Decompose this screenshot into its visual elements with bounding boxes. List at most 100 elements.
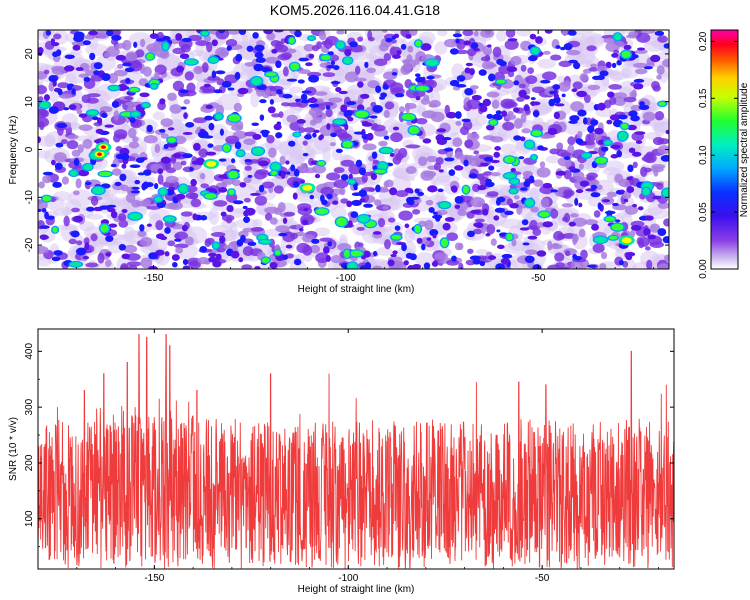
spectrogram-haze (152, 111, 166, 121)
spectrogram-cell (117, 63, 124, 69)
spectrogram-cell (572, 217, 587, 227)
spectrogram-peak-core (185, 59, 198, 65)
spectrogram-peak-core (642, 187, 650, 196)
spectrogram-core (488, 165, 495, 171)
spectrogram-core (426, 75, 435, 80)
snr-xtick-label: -100 (338, 573, 358, 584)
spectrogram-cell (336, 30, 345, 35)
spectrogram-core (286, 171, 291, 175)
spectrogram-core (444, 157, 455, 162)
spectrogram-cell (486, 224, 496, 235)
spectrogram-core (274, 30, 284, 33)
spectrogram-peak-core (531, 47, 540, 55)
spectrogram-core (494, 146, 501, 151)
spectrogram-core (73, 34, 85, 43)
spectrogram-core (404, 187, 414, 193)
spectrogram-core (227, 87, 235, 91)
spectrogram-core (330, 132, 337, 138)
spectrogram-peak-core (270, 162, 281, 171)
spectrogram-peak-core (531, 155, 537, 160)
colorbar-tick-label: 0.15 (698, 88, 709, 108)
snr-panel: -150 -100 -50 100 200 300 400 Height of straig… (8, 328, 675, 595)
spectrogram-core (38, 136, 41, 144)
spectrogram-core (417, 191, 425, 196)
spectrogram-core (520, 187, 528, 191)
spectrogram-core (319, 134, 324, 140)
spectrogram-cell (223, 244, 230, 250)
spectrogram-core (253, 63, 264, 72)
spectrogram-core (338, 90, 348, 95)
spectrogram-cell (558, 81, 571, 92)
spectrogram-cell (366, 67, 376, 74)
spectrogram-core (643, 228, 651, 236)
spectrogram-core (212, 260, 222, 268)
spectrogram-core (326, 193, 333, 200)
spectrogram-core (175, 33, 183, 41)
spectrogram-core (83, 76, 91, 82)
spectrogram-core (155, 249, 165, 256)
spectrogram-peak-core (39, 101, 50, 109)
spectrogram-core (568, 166, 576, 171)
spectrogram-core (215, 253, 222, 261)
spectrogram-core (179, 53, 190, 60)
spectrogram-peak-core (213, 242, 219, 249)
spectrogram-core (285, 160, 290, 165)
spectrogram-cell (81, 94, 91, 104)
spectrogram-core (662, 236, 669, 244)
spectrogram-cell (66, 134, 79, 140)
spectrogram-core (463, 159, 469, 167)
spectrogram-cell (400, 64, 411, 75)
spectrogram-peak-core (510, 188, 518, 194)
spectrogram-core (129, 164, 141, 169)
spectrogram-cell (483, 171, 493, 176)
spectrogram-core (563, 156, 571, 161)
spectrogram-cell (185, 192, 199, 200)
spectrogram-core (493, 215, 500, 221)
spectrogram-core (524, 255, 535, 263)
spectrogram-peak-core (237, 150, 245, 157)
spectrogram-core (176, 65, 185, 73)
spectrogram-core (137, 172, 145, 176)
spectrogram-core (335, 148, 343, 153)
spectrogram-core (68, 104, 77, 111)
spectrogram-core (57, 88, 63, 96)
spectrogram-cell (356, 226, 365, 231)
spectrogram-peak-core (92, 187, 105, 195)
spectrogram-cell (242, 245, 254, 257)
spectrogram-cell (198, 148, 208, 158)
spectrogram-core (449, 79, 460, 87)
spectrogram-core (118, 243, 127, 251)
spectrogram-core (347, 116, 354, 122)
spectrogram-core (42, 171, 54, 176)
colorbar-ramp (710, 29, 739, 270)
spectrogram-core (578, 202, 583, 208)
spectrogram-core (308, 53, 315, 59)
spectrogram-peak-core (131, 111, 140, 117)
spectrogram-core (369, 115, 378, 119)
spectrogram-cell (298, 126, 306, 133)
spectrogram-cell (514, 118, 523, 129)
spectrogram-core (416, 237, 423, 244)
spectrogram-core (205, 104, 214, 110)
spectrogram-cell (652, 84, 661, 92)
spectrogram-core (644, 215, 654, 221)
spectrogram-cell (507, 70, 515, 78)
spectrogram-cell (657, 145, 669, 155)
spectrogram-core (464, 87, 474, 96)
spectrogram-core (325, 255, 331, 263)
spectrogram-cell (126, 59, 142, 69)
spectrogram-peak-core (336, 41, 345, 49)
spectrogram-cell (238, 230, 249, 238)
spectrogram-cell (243, 197, 251, 203)
spectrogram-cell (315, 252, 330, 264)
spectrogram-peak-core (321, 54, 331, 61)
spectrogram-core (298, 57, 310, 62)
spectrogram-core (215, 70, 226, 75)
spectrogram-core (285, 244, 293, 249)
spectrogram-cell (320, 186, 335, 196)
spectrogram-core (547, 127, 558, 136)
spectrogram-core (213, 89, 223, 94)
spectrogram-peak-core (333, 119, 346, 124)
spectrogram-cell (374, 199, 382, 207)
spectrogram-core (501, 110, 508, 117)
